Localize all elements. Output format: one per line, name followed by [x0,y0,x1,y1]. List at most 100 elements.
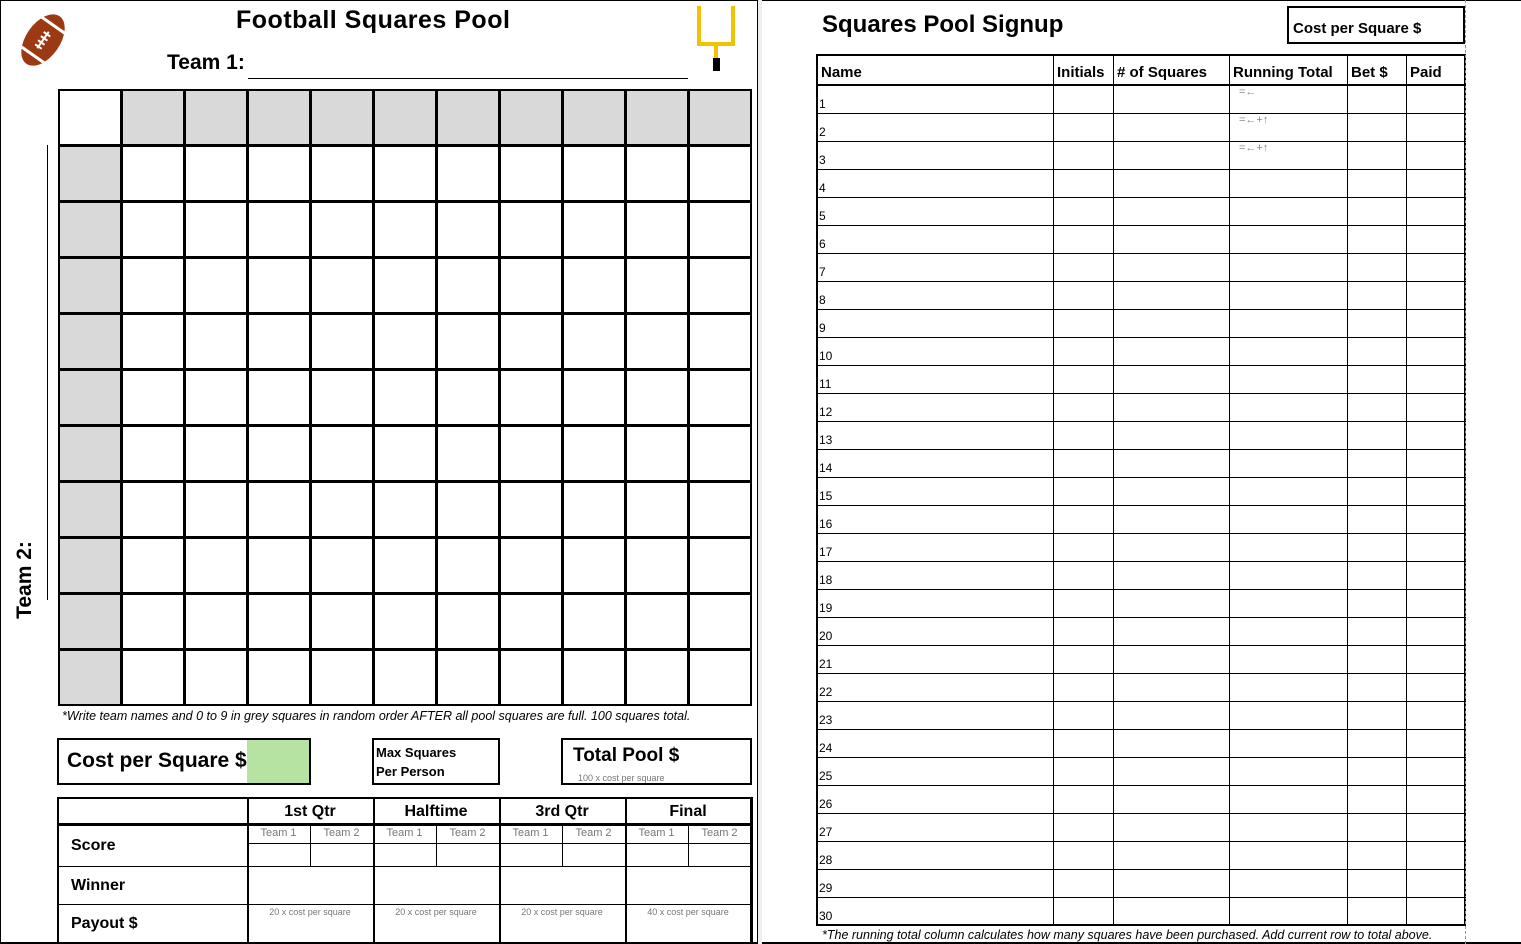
name-input[interactable] [831,282,1051,308]
signup-cost-box[interactable]: Cost per Square $ [1287,6,1465,44]
pool-square[interactable] [688,145,752,202]
score-input[interactable] [564,845,623,865]
pool-square[interactable] [688,481,752,538]
pool-square[interactable] [436,593,500,650]
pool-square[interactable] [625,257,689,314]
pool-square[interactable] [184,369,248,426]
pool-square[interactable] [373,201,437,258]
pool-square[interactable] [121,481,185,538]
pool-square[interactable] [310,537,374,594]
pool-square[interactable] [688,593,752,650]
pool-square[interactable] [373,481,437,538]
pool-square[interactable] [310,369,374,426]
pool-square[interactable] [184,201,248,258]
pool-square[interactable] [688,257,752,314]
pool-square[interactable] [499,313,563,370]
pool-square[interactable] [373,369,437,426]
score-input[interactable] [690,845,749,865]
pool-square[interactable] [184,425,248,482]
team2-number-cell[interactable] [58,313,122,370]
pool-square[interactable] [310,425,374,482]
pool-square[interactable] [499,425,563,482]
name-input[interactable] [831,590,1051,616]
pool-square[interactable] [247,537,311,594]
team1-number-cell[interactable] [625,89,689,146]
pool-square[interactable] [436,649,500,706]
pool-square[interactable] [247,313,311,370]
pool-square[interactable] [121,425,185,482]
team1-number-cell[interactable] [184,89,248,146]
pool-square[interactable] [436,425,500,482]
pool-square[interactable] [625,649,689,706]
name-input[interactable] [831,198,1051,224]
name-input[interactable] [831,170,1051,196]
name-input[interactable] [831,226,1051,252]
name-input[interactable] [831,142,1051,168]
pool-square[interactable] [121,649,185,706]
pool-square[interactable] [562,537,626,594]
winner-input[interactable] [501,868,623,903]
pool-square[interactable] [436,481,500,538]
pool-square[interactable] [688,537,752,594]
pool-square[interactable] [310,313,374,370]
pool-square[interactable] [310,481,374,538]
pool-square[interactable] [562,369,626,426]
pool-square[interactable] [499,481,563,538]
name-input[interactable] [831,86,1051,112]
pool-square[interactable] [121,313,185,370]
pool-square[interactable] [562,257,626,314]
pool-square[interactable] [562,145,626,202]
name-input[interactable] [831,338,1051,364]
score-input[interactable] [249,845,308,865]
pool-square[interactable] [373,593,437,650]
pool-square[interactable] [562,425,626,482]
name-input[interactable] [831,898,1051,924]
score-input[interactable] [438,845,497,865]
pool-square[interactable] [499,145,563,202]
pool-square[interactable] [247,369,311,426]
team2-name-line[interactable] [47,145,48,600]
pool-square[interactable] [562,313,626,370]
pool-square[interactable] [625,369,689,426]
pool-square[interactable] [184,145,248,202]
pool-square[interactable] [247,649,311,706]
name-input[interactable] [831,366,1051,392]
name-input[interactable] [831,506,1051,532]
pool-square[interactable] [625,145,689,202]
pool-square[interactable] [436,201,500,258]
name-input[interactable] [831,114,1051,140]
pool-square[interactable] [562,649,626,706]
pool-square[interactable] [373,649,437,706]
pool-square[interactable] [625,537,689,594]
pool-square[interactable] [184,481,248,538]
winner-input[interactable] [627,868,749,903]
pool-square[interactable] [688,313,752,370]
max-squares-box[interactable]: Max Squares Per Person [372,738,500,785]
pool-square[interactable] [373,313,437,370]
name-input[interactable] [831,534,1051,560]
winner-input[interactable] [375,868,497,903]
pool-square[interactable] [436,537,500,594]
team2-number-cell[interactable] [58,425,122,482]
pool-square[interactable] [184,257,248,314]
team1-number-cell[interactable] [562,89,626,146]
pool-square[interactable] [688,201,752,258]
name-input[interactable] [831,646,1051,672]
name-input[interactable] [831,674,1051,700]
pool-square[interactable] [310,145,374,202]
name-input[interactable] [831,422,1051,448]
pool-square[interactable] [310,201,374,258]
cost-input[interactable] [247,740,309,783]
team1-number-cell[interactable] [373,89,437,146]
score-input[interactable] [375,845,434,865]
team1-number-cell[interactable] [436,89,500,146]
pool-square[interactable] [247,201,311,258]
team1-number-cell[interactable] [499,89,563,146]
name-input[interactable] [831,450,1051,476]
pool-square[interactable] [562,593,626,650]
name-input[interactable] [831,702,1051,728]
team1-name-line[interactable] [248,78,688,79]
team1-number-cell[interactable] [247,89,311,146]
pool-square[interactable] [247,425,311,482]
pool-square[interactable] [436,257,500,314]
